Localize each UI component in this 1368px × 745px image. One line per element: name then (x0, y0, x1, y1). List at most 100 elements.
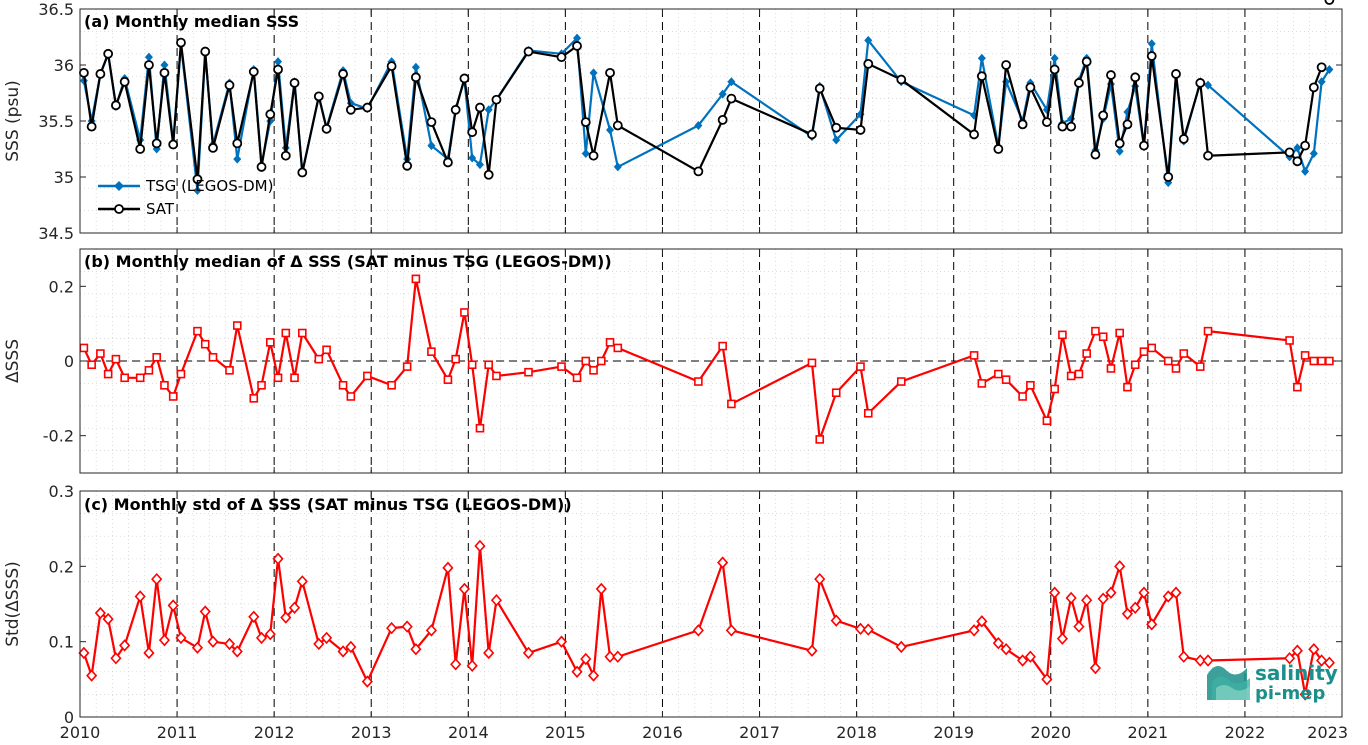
data-point (969, 351, 979, 360)
data-point (410, 643, 422, 656)
data-point (119, 639, 131, 652)
data-point (524, 367, 533, 377)
data-point (1325, 64, 1334, 74)
data-point (1130, 360, 1140, 370)
data-point (1178, 134, 1189, 144)
data-point (338, 380, 348, 390)
data-point (491, 94, 502, 105)
data-point (832, 135, 841, 145)
data-point (1049, 586, 1061, 599)
data-point (605, 338, 615, 347)
data-point (281, 328, 291, 338)
data-point (1082, 349, 1091, 358)
data-point (1292, 156, 1303, 167)
data-point (200, 339, 210, 349)
data-point (1146, 51, 1157, 61)
data-point (272, 552, 284, 565)
data-point (1025, 82, 1036, 93)
data-point (443, 157, 453, 168)
data-point (604, 650, 616, 663)
data-point (896, 377, 906, 386)
data-point (814, 83, 825, 94)
data-point (119, 76, 130, 87)
data-point (1170, 586, 1182, 599)
data-point (1317, 356, 1326, 366)
data-point (572, 41, 582, 51)
data-point (363, 371, 372, 381)
data-point (1203, 150, 1213, 161)
ytick-label: 0.1 (49, 633, 74, 652)
data-point (581, 356, 591, 366)
data-point (717, 556, 729, 569)
data-point (830, 614, 842, 627)
data-point (523, 46, 534, 57)
data-point (144, 52, 153, 62)
data-point (411, 62, 420, 72)
data-point (321, 123, 332, 134)
data-point (1284, 147, 1295, 158)
data-point (460, 308, 469, 317)
data-point (1139, 140, 1149, 151)
panel-b: -0.2 0 0.2 (b) Monthly median of Δ SSS (SA… (3, 248, 1343, 474)
ytick-label: 35.5 (38, 112, 74, 131)
logo-text-line2: pi-mep (1255, 683, 1325, 704)
data-point (110, 652, 122, 665)
data-point (1179, 349, 1189, 358)
data-point (280, 611, 292, 624)
data-point (589, 366, 598, 375)
data-point (1195, 78, 1206, 88)
data-point (1316, 62, 1327, 73)
panel-c: 00.10.20.3 2010 2011 2012 2013 2014 2015 2016 2… (3, 482, 1348, 742)
data-point (86, 669, 98, 682)
data-point (1162, 590, 1174, 603)
data-point (86, 121, 97, 132)
panel-c-frame (79, 490, 1343, 718)
xtick-label: 2018 (836, 723, 877, 742)
data-point (467, 127, 478, 138)
data-point (1017, 119, 1028, 130)
data-point (862, 623, 874, 636)
panel-b-yticks: -0.2 0 0.2 (43, 249, 1343, 473)
data-point (1163, 356, 1173, 366)
data-point (427, 141, 436, 151)
data-point (134, 590, 146, 603)
data-point (1065, 591, 1077, 605)
data-point (160, 380, 169, 390)
panel-a-series (78, 0, 1335, 195)
data-point (232, 321, 242, 330)
data-point (977, 53, 986, 63)
panel-c-series (78, 539, 1335, 701)
data-point (264, 627, 276, 641)
data-point (1073, 620, 1085, 633)
data-point (296, 575, 308, 588)
data-point (298, 328, 307, 338)
data-point (483, 169, 494, 180)
data-point (1202, 654, 1214, 667)
data-point (451, 354, 460, 364)
data-point (1097, 592, 1109, 605)
data-point (231, 645, 243, 658)
data-point (468, 153, 477, 163)
data-point (313, 637, 325, 651)
panel-a-title: (a) Monthly median SSS (84, 12, 299, 31)
data-point (152, 352, 161, 362)
data-point (290, 373, 299, 383)
data-point (1018, 392, 1027, 401)
xtick-label: 2019 (933, 723, 974, 742)
xtick-label: 2022 (1225, 723, 1266, 742)
data-point (490, 594, 503, 607)
data-point (856, 362, 865, 371)
data-point (727, 399, 736, 409)
data-point (807, 129, 817, 140)
data-point (322, 345, 331, 355)
data-point (1115, 328, 1124, 338)
data-point (1171, 69, 1181, 79)
data-point (1138, 586, 1150, 599)
data-point (1308, 82, 1319, 93)
data-point (1066, 371, 1076, 381)
data-point (556, 52, 567, 63)
data-point (427, 347, 436, 356)
data-point (248, 66, 259, 77)
data-point (1316, 654, 1328, 667)
